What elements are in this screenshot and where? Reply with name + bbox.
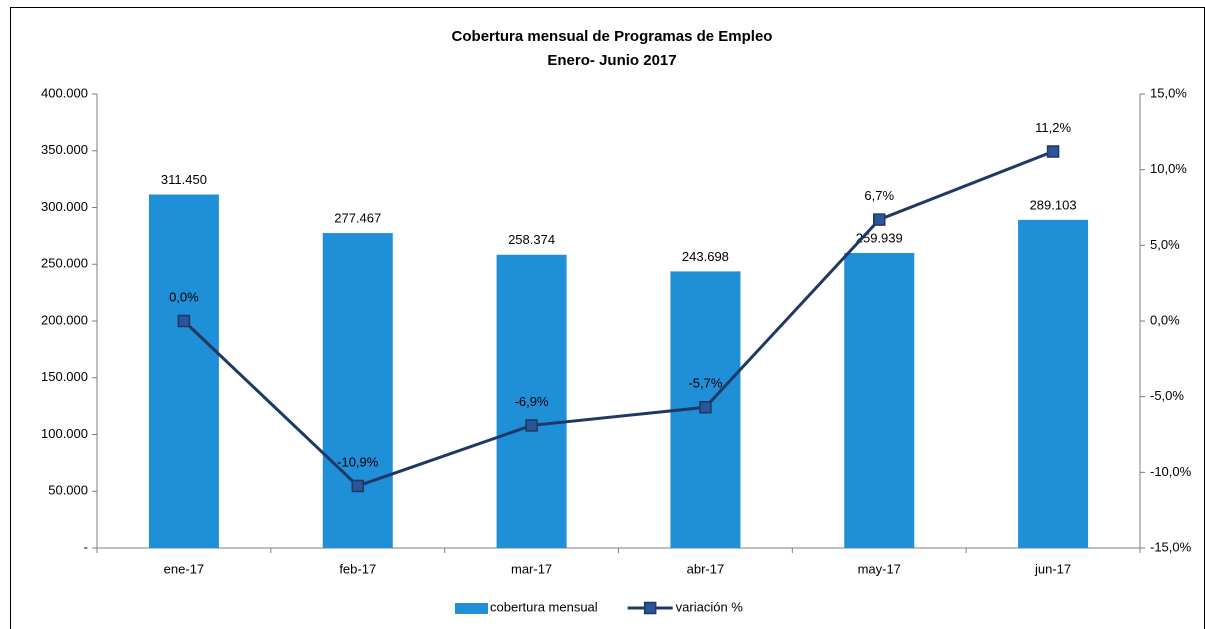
bar bbox=[322, 233, 393, 548]
chart-title: Cobertura mensual de Programas de Empleo bbox=[452, 28, 773, 45]
y2-tick-label: -10,0% bbox=[1150, 464, 1192, 479]
bar-value-label: 289.103 bbox=[1030, 197, 1077, 212]
y-tick-label: 300.000 bbox=[41, 199, 88, 214]
bar-value-label: 277.467 bbox=[334, 211, 381, 226]
y-tick-label: 150.000 bbox=[41, 369, 88, 384]
x-tick-label: feb-17 bbox=[339, 561, 376, 576]
bar-value-label: 311.450 bbox=[161, 172, 207, 187]
y2-tick-label: 5,0% bbox=[1150, 237, 1180, 252]
line-marker bbox=[177, 314, 191, 328]
x-tick-label: jun-17 bbox=[1034, 561, 1071, 576]
line-marker bbox=[351, 479, 364, 493]
y2-tick-label: 0,0% bbox=[1150, 312, 1180, 327]
y-tick-label: 350.000 bbox=[41, 142, 88, 157]
line-value-label: 11,2% bbox=[1035, 120, 1071, 135]
y-tick-label: - bbox=[84, 539, 88, 554]
y2-tick-label: -5,0% bbox=[1150, 388, 1184, 403]
y2-tick-label: -15,0% bbox=[1150, 539, 1192, 554]
y-tick-label: 50.000 bbox=[48, 483, 88, 498]
bar bbox=[148, 194, 219, 548]
line-value-label: 0,0% bbox=[169, 289, 199, 304]
bar-value-label: 258.374 bbox=[508, 232, 555, 247]
y2-tick-label: 15,0% bbox=[1150, 85, 1187, 100]
y-tick-label: 200.000 bbox=[41, 312, 88, 327]
x-tick-label: ene-17 bbox=[164, 561, 204, 576]
legend-label: variación % bbox=[676, 599, 744, 614]
line bbox=[182, 150, 1054, 488]
line-value-label: -5,7% bbox=[688, 376, 722, 391]
y2-tick-label: 10,0% bbox=[1150, 161, 1187, 176]
bar bbox=[844, 252, 915, 548]
chart-subtitle: Enero- Junio 2017 bbox=[547, 52, 676, 69]
x-tick-label: mar-17 bbox=[511, 561, 552, 576]
line-marker bbox=[525, 419, 538, 432]
line-value-label: -10,9% bbox=[337, 454, 379, 469]
bar bbox=[1018, 219, 1089, 548]
legend-swatch bbox=[455, 603, 488, 614]
line-marker bbox=[699, 401, 712, 414]
line-marker bbox=[1046, 145, 1060, 158]
legend-marker bbox=[643, 601, 657, 615]
x-tick-label: abr-17 bbox=[687, 561, 725, 576]
y-tick-label: 250.000 bbox=[41, 256, 88, 271]
bar bbox=[496, 254, 567, 548]
y-tick-label: 100.000 bbox=[41, 426, 88, 441]
legend-label: cobertura mensual bbox=[490, 599, 598, 614]
y-tick-label: 400.000 bbox=[41, 85, 88, 100]
x-tick-label: may-17 bbox=[858, 561, 901, 576]
line-marker bbox=[873, 213, 886, 226]
line-value-label: -6,9% bbox=[515, 394, 549, 409]
line-value-label: 6,7% bbox=[864, 188, 894, 203]
bar-value-label: 243.698 bbox=[682, 249, 729, 264]
